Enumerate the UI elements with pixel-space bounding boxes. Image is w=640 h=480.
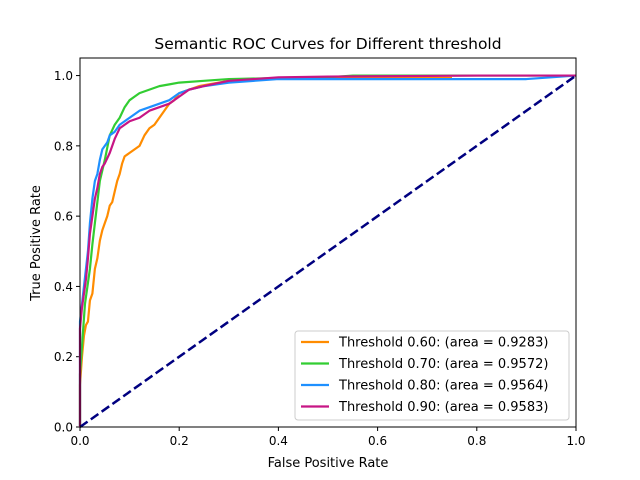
x-axis-ticks: 0.0 0.2 0.4 0.6 0.8 1.0: [70, 427, 586, 448]
y-tick-label: 0.0: [54, 421, 73, 435]
y-tick-label: 0.2: [54, 350, 73, 364]
chart-title: Semantic ROC Curves for Different thresh…: [154, 35, 501, 53]
x-tick-label: 0.4: [269, 434, 288, 448]
legend-label: Threshold 0.80: (area = 0.9564): [338, 379, 548, 394]
roc-series-line: [78, 74, 576, 427]
x-tick-label: 1.0: [566, 434, 585, 448]
x-tick-label: 0.6: [368, 434, 387, 448]
x-tick-label: 0.2: [170, 434, 189, 448]
legend-label: Threshold 0.60: (area = 0.9283): [338, 336, 548, 351]
legend-label: Threshold 0.70: (area = 0.9572): [338, 357, 548, 372]
plot-frame: [79, 57, 577, 428]
y-tick-label: 1.0: [54, 69, 73, 83]
y-tick-label: 0.4: [54, 280, 73, 294]
legend-label: Threshold 0.90: (area = 0.9583): [338, 400, 548, 415]
series-layer: [78, 74, 577, 427]
x-tick-label: 0.8: [467, 434, 486, 448]
x-axis-label: False Positive Rate: [268, 456, 389, 471]
y-tick-label: 0.8: [54, 139, 73, 153]
legend-box: [294, 330, 570, 421]
x-tick-label: 0.0: [70, 434, 89, 448]
chance-diagonal-line: [79, 74, 577, 429]
y-axis-label: True Positive Rate: [29, 185, 44, 302]
legend: Threshold 0.60: (area = 0.9283) Threshold…: [294, 330, 570, 421]
y-tick-label: 0.6: [54, 210, 73, 224]
